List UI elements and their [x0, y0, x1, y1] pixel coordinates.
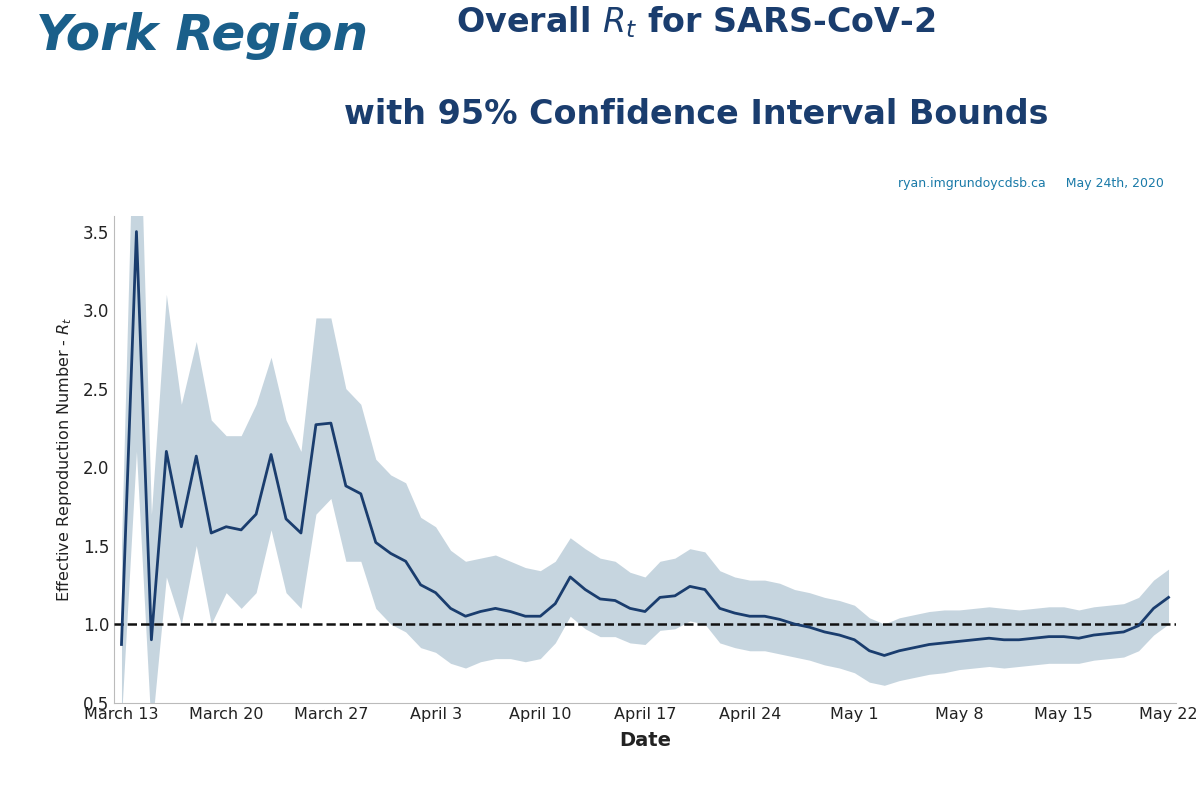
X-axis label: Date: Date: [619, 731, 671, 750]
Text: York Region: York Region: [36, 12, 368, 60]
Text: Overall $R_t$ for SARS-CoV-2: Overall $R_t$ for SARS-CoV-2: [456, 4, 936, 39]
Text: ryan.imgrundoycdsb.ca     May 24th, 2020: ryan.imgrundoycdsb.ca May 24th, 2020: [898, 177, 1164, 190]
Text: with 95% Confidence Interval Bounds: with 95% Confidence Interval Bounds: [343, 98, 1049, 131]
Y-axis label: Effective Reproduction Number - $R_t$: Effective Reproduction Number - $R_t$: [55, 316, 74, 602]
